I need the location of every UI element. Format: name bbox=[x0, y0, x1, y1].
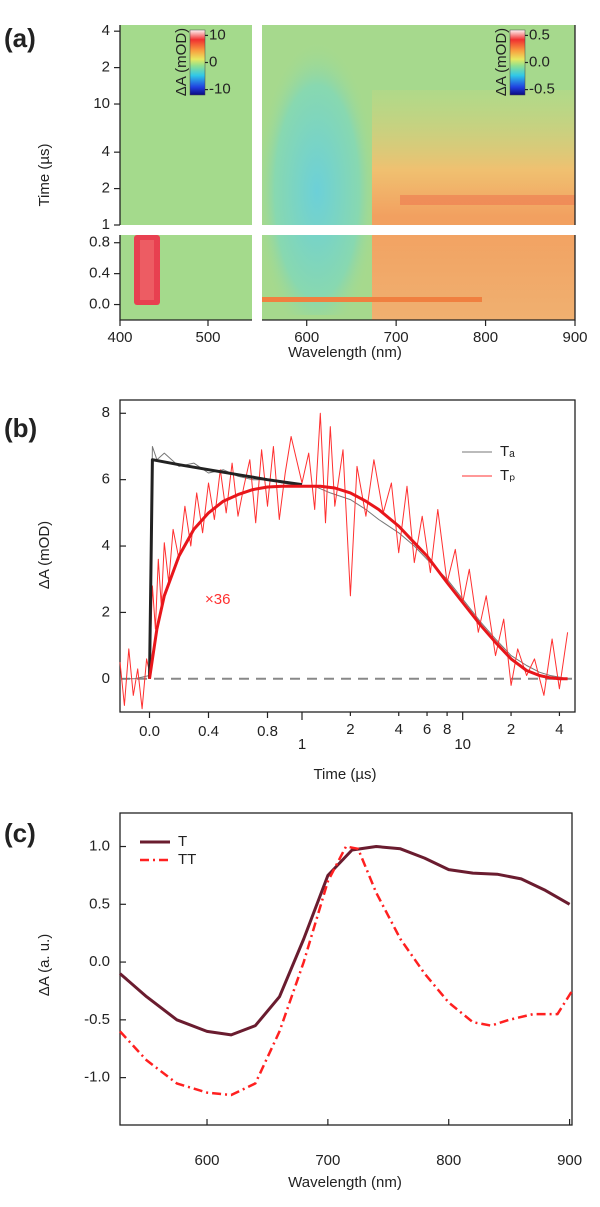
colorbar-label: ΔA (mOD) bbox=[173, 28, 190, 96]
y-tick-label: 4 bbox=[102, 537, 110, 554]
x-tick-label: 4 bbox=[555, 721, 563, 738]
y-tick-label: 8 bbox=[102, 404, 110, 421]
y-tick-label: 0.0 bbox=[89, 953, 110, 970]
x-tick-label: 4 bbox=[395, 721, 403, 738]
x-tick-label: 700 bbox=[315, 1152, 340, 1169]
y-tick-label: 4 bbox=[102, 22, 110, 39]
legend-label: TT bbox=[178, 851, 196, 868]
x-tick-label: 900 bbox=[562, 329, 587, 346]
legend-label: Tₚ bbox=[500, 467, 516, 484]
panel-label: (a) bbox=[4, 23, 36, 53]
y-tick-label: 0.5 bbox=[89, 895, 110, 912]
x-tick-label: 700 bbox=[384, 329, 409, 346]
y-tick-label: 2 bbox=[102, 59, 110, 76]
series-line bbox=[148, 458, 303, 679]
x-tick-label: 8 bbox=[443, 721, 451, 738]
y-tick-label: 1 bbox=[102, 216, 110, 233]
legend-label: T bbox=[178, 833, 187, 850]
x-tick-label: 2 bbox=[507, 721, 515, 738]
y-tick-label: 2 bbox=[102, 180, 110, 197]
x-axis-label: Time (µs) bbox=[313, 766, 376, 783]
y-tick-label: 1.0 bbox=[89, 837, 110, 854]
x-tick-label: 500 bbox=[195, 329, 220, 346]
x-tick-label: 600 bbox=[294, 329, 319, 346]
y-tick-label: 6 bbox=[102, 471, 110, 488]
series-line bbox=[148, 484, 568, 681]
x-tick-label: 2 bbox=[346, 721, 354, 738]
x-axis-label: Wavelength (nm) bbox=[288, 1174, 402, 1191]
x-tick-label: 0.4 bbox=[198, 723, 219, 740]
y-axis-label: ΔA (mOD) bbox=[36, 521, 53, 589]
y-tick-label: 4 bbox=[102, 143, 110, 160]
x-tick-label: 0.0 bbox=[139, 723, 160, 740]
y-tick-label: 0.8 bbox=[89, 234, 110, 251]
plot-frame bbox=[119, 812, 573, 1126]
x-tick-label: 0.8 bbox=[257, 723, 278, 740]
series-line bbox=[120, 446, 568, 680]
heatmap-image bbox=[118, 20, 578, 322]
y-tick-label: 10 bbox=[93, 95, 110, 112]
y-tick-label: 2 bbox=[102, 603, 110, 620]
x-tick-label: 600 bbox=[195, 1152, 220, 1169]
x-tick-label: 6 bbox=[423, 721, 431, 738]
colorbar-tick-label: 0.5 bbox=[529, 26, 550, 43]
x-tick-label: 900 bbox=[557, 1152, 582, 1169]
colorbar-tick-label: -10 bbox=[209, 81, 231, 98]
colorbar-tick-label: 10 bbox=[209, 26, 226, 43]
y-tick-label: 0.0 bbox=[89, 296, 110, 313]
colorbar-tick-label: -0.5 bbox=[529, 81, 555, 98]
panel-label: (b) bbox=[4, 413, 37, 443]
y-tick-label: -0.5 bbox=[84, 1011, 110, 1028]
colorbar-label: ΔA (mOD) bbox=[493, 28, 510, 96]
panel-label: (c) bbox=[4, 818, 36, 848]
series-line bbox=[119, 412, 569, 710]
series-line bbox=[119, 845, 571, 1037]
x-tick-label: 800 bbox=[473, 329, 498, 346]
x-tick-label: 1 bbox=[298, 736, 306, 753]
annotation: ×36 bbox=[205, 591, 230, 608]
series-line bbox=[119, 845, 574, 1097]
x-axis-label: Wavelength (nm) bbox=[288, 344, 402, 361]
y-tick-label: 0 bbox=[102, 670, 110, 687]
y-axis-label: ΔA (a. u.) bbox=[36, 934, 53, 997]
y-tick-label: -1.0 bbox=[84, 1069, 110, 1086]
x-tick-label: 10 bbox=[454, 736, 471, 753]
x-tick-label: 400 bbox=[107, 329, 132, 346]
x-tick-label: 800 bbox=[436, 1152, 461, 1169]
plot-frame bbox=[119, 399, 576, 713]
legend-label: Tₐ bbox=[500, 443, 515, 460]
y-axis-label: Time (µs) bbox=[36, 143, 53, 206]
colorbar-tick-label: 0 bbox=[209, 53, 217, 70]
colorbar-tick-label: 0.0 bbox=[529, 53, 550, 70]
y-tick-label: 0.4 bbox=[89, 265, 110, 282]
